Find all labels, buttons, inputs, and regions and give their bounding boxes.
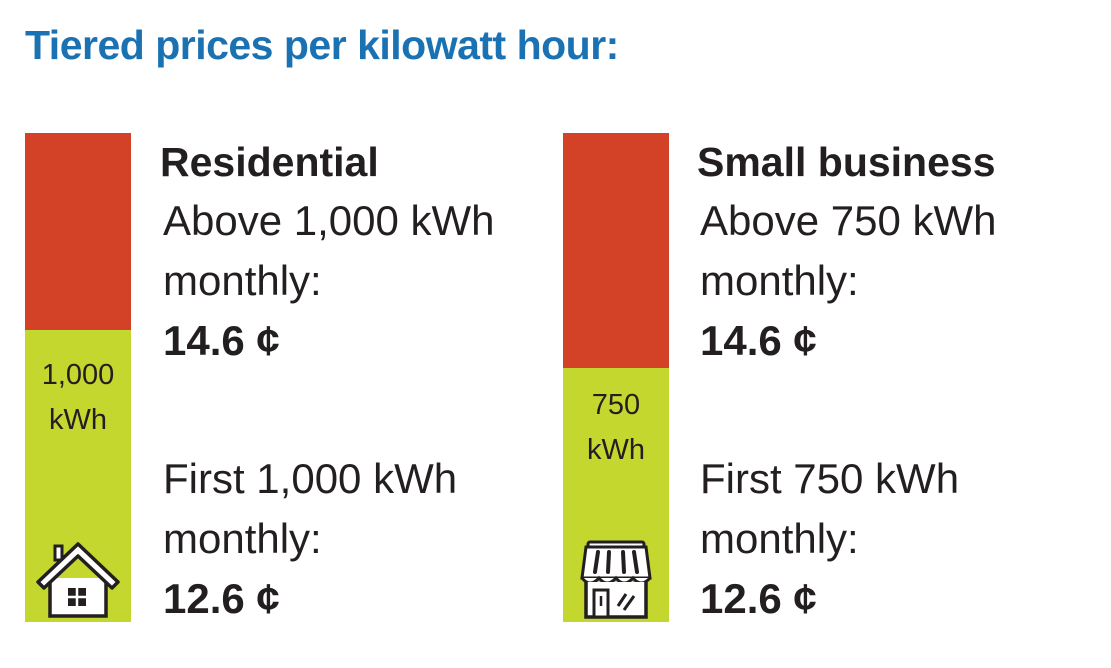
lower-tier-label: First 750 kWh [700, 455, 960, 502]
upper-tier-segment [25, 133, 131, 330]
storefront-icon [580, 540, 652, 619]
lower-tier-period: monthly: [700, 515, 859, 562]
lower-tier-label: First 1,000 kWh [163, 455, 458, 502]
lower-tier-price: 12.6 ¢ [163, 575, 280, 622]
lower-tier-price: 12.6 ¢ [700, 575, 817, 622]
upper-tier-period: monthly: [163, 257, 322, 304]
house-icon [36, 542, 120, 618]
threshold-value: 750 [591, 389, 641, 421]
upper-tier-label: Above 1,000 kWh [163, 197, 495, 244]
small-business-heading: Small business [697, 139, 996, 185]
upper-tier-label: Above 750 kWh [700, 197, 997, 244]
upper-tier-price: 14.6 ¢ [163, 317, 280, 364]
threshold-unit: kWh [49, 404, 107, 436]
upper-tier-price: 14.6 ¢ [700, 317, 817, 364]
upper-tier-segment [563, 133, 669, 368]
small-business-tier-bar: 750 kWh [563, 133, 669, 622]
lower-tier-period: monthly: [163, 515, 322, 562]
lower-tier-segment [25, 330, 131, 622]
threshold-unit: kWh [587, 434, 645, 466]
residential-tier-bar: 1,000 kWh [25, 133, 131, 622]
page-title: Tiered prices per kilowatt hour: [25, 22, 619, 68]
threshold-value: 1,000 [41, 359, 115, 391]
upper-tier-period: monthly: [700, 257, 859, 304]
residential-heading: Residential [160, 139, 379, 185]
